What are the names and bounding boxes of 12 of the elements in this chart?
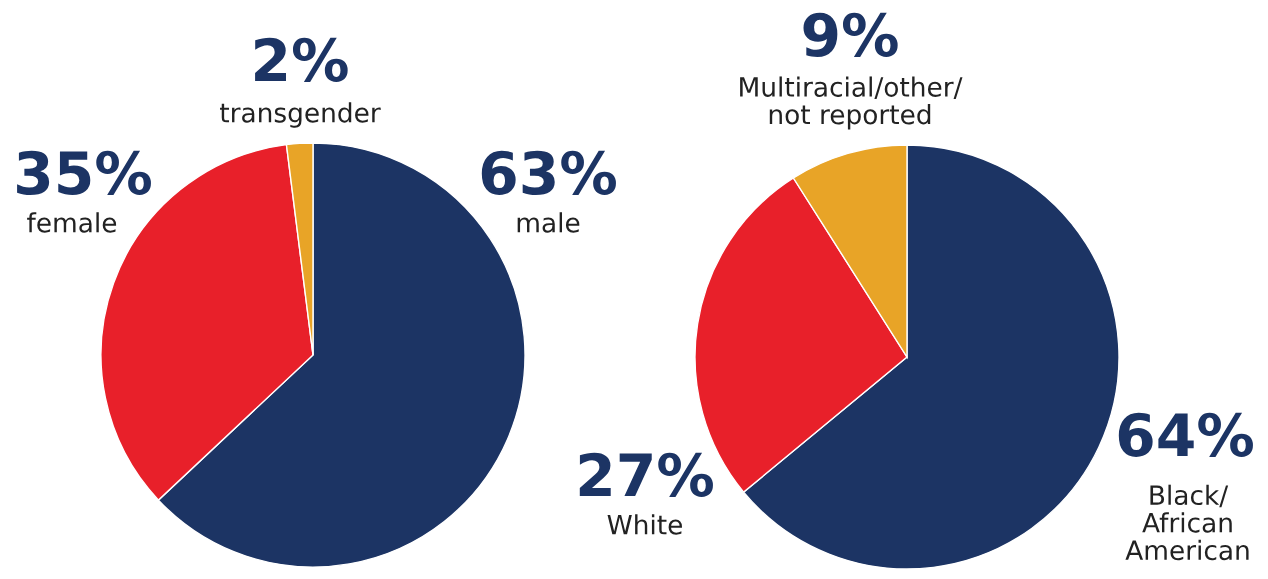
slice-label: male: [517, 212, 580, 233]
data-label: 64%: [1118, 412, 1253, 457]
data-label: 2%: [255, 37, 348, 82]
slice-label: Black/ African American: [1125, 484, 1249, 561]
data-label: 63%: [481, 150, 616, 195]
slice-label: female: [27, 212, 117, 233]
data-label: 27%: [579, 452, 713, 497]
slice-label: White: [607, 514, 682, 535]
data-label: 9%: [803, 12, 898, 57]
slice-label: Multiracial/other/ not reported: [740, 76, 963, 130]
data-label: 35%: [17, 150, 151, 195]
slice-label: transgender: [220, 102, 381, 128]
